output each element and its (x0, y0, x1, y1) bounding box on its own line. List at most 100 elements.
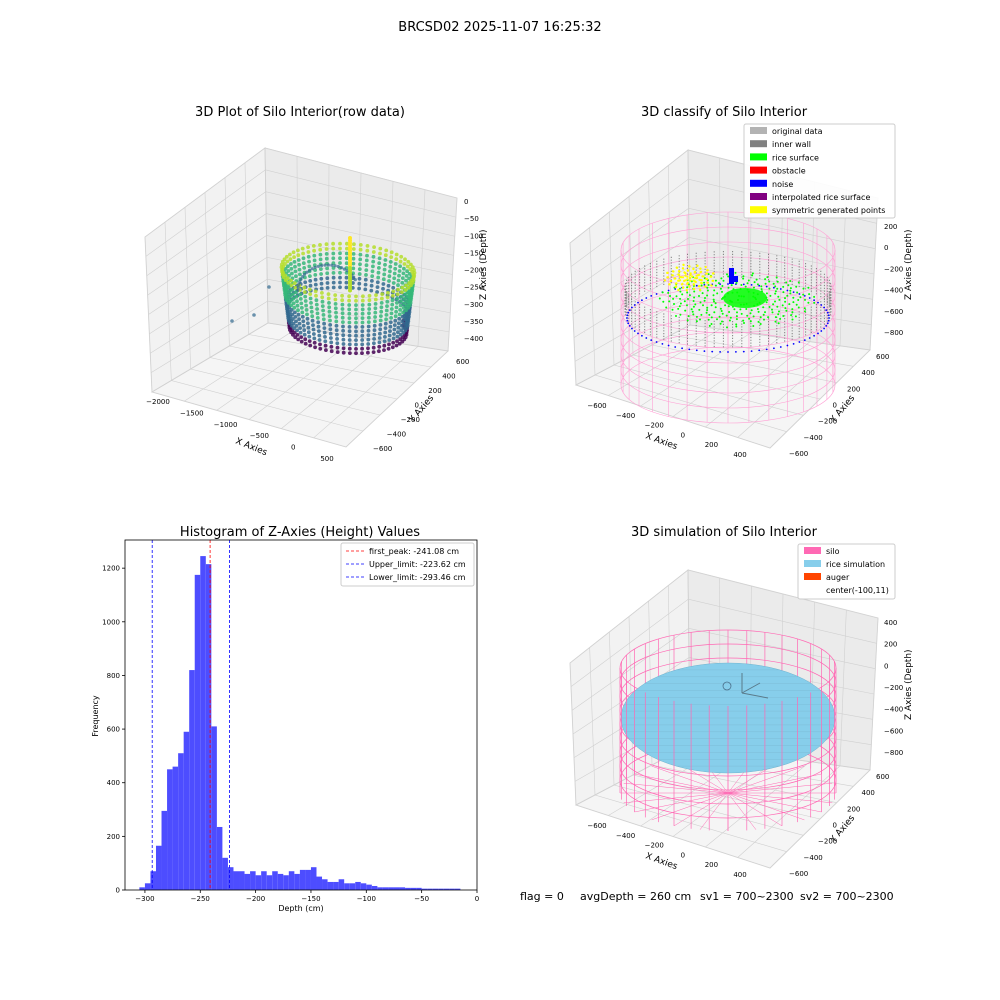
noise-point (627, 322, 630, 325)
rice-surface-point (775, 276, 778, 279)
rice-surface-point (728, 319, 731, 322)
raw-data-x-ticks: −2000 −1500 −1000 −500 0 500 (146, 398, 334, 463)
data-point (286, 264, 290, 269)
rice-surface-point (776, 287, 779, 290)
data-point (388, 260, 393, 264)
rice-surface-point (722, 279, 725, 282)
data-point (389, 255, 394, 259)
footer-sv2: sv2 = 700~2300 (800, 890, 894, 903)
data-point (345, 241, 349, 246)
histogram-bar (416, 887, 422, 890)
rice-surface-point (684, 309, 687, 312)
noise-point (750, 284, 753, 286)
data-point (363, 287, 368, 292)
tick-label: 400 (862, 369, 875, 377)
data-point (338, 275, 342, 280)
symmetric-point (705, 272, 709, 275)
rice-surface-point (774, 292, 777, 295)
data-point (358, 252, 363, 257)
data-point (298, 297, 303, 301)
tick-label: −600 (587, 822, 606, 830)
rice-surface-point (724, 304, 727, 307)
symmetric-point (706, 269, 709, 272)
data-point (376, 275, 381, 280)
data-point (323, 335, 327, 339)
rice-surface-point (764, 282, 767, 285)
noise-point (711, 350, 714, 353)
noise-point (826, 322, 829, 325)
simulation-x-ticks: −600 −400 −200 0 200 400 (587, 822, 746, 879)
data-point (360, 346, 364, 351)
tick-label: −200 (884, 684, 903, 692)
data-point (371, 350, 376, 354)
rice-surface-point (791, 308, 794, 311)
histogram-bar (299, 869, 306, 890)
data-point (360, 316, 365, 320)
symmetric-point (673, 277, 676, 280)
data-point (344, 275, 349, 280)
symmetric-point (697, 273, 701, 276)
data-point (388, 324, 393, 329)
classify-legend: original data inner wall rice surface obsta… (743, 123, 896, 219)
noise-point (637, 332, 639, 335)
tick-label: −200 (884, 265, 903, 273)
data-point (311, 327, 316, 332)
rice-surface-point (727, 305, 730, 308)
tick-label: −400 (387, 431, 406, 439)
data-point (285, 259, 290, 264)
rice-surface-point (762, 313, 765, 316)
data-point (333, 306, 338, 311)
data-point (378, 246, 383, 251)
data-point (372, 341, 376, 346)
histogram-bar (161, 810, 168, 890)
data-point (358, 243, 363, 247)
data-point (310, 314, 315, 319)
tick-label: −600 (587, 402, 606, 410)
data-point (297, 321, 302, 326)
legend-swatch (804, 573, 821, 580)
histogram-bar (393, 887, 400, 890)
rice-surface-point (714, 306, 717, 309)
silo-spoke (727, 765, 805, 794)
data-point (377, 256, 382, 261)
rice-surface-point (766, 299, 769, 301)
data-point (357, 281, 362, 286)
classify-title: 3D classify of Silo Interior (641, 105, 808, 120)
legend-label: rice simulation (826, 560, 885, 569)
data-point (341, 333, 346, 338)
rice-surface-point (771, 308, 773, 311)
data-point (379, 309, 384, 314)
rice-surface-point (735, 281, 738, 284)
data-point (379, 301, 384, 305)
data-point (295, 333, 300, 337)
noise-point (727, 351, 729, 353)
simulation-x-label: X Axies (644, 851, 679, 872)
data-point (351, 261, 356, 266)
symmetric-point (694, 276, 697, 280)
symmetric-point (689, 272, 692, 275)
histogram-bar (189, 670, 195, 890)
histogram-bar (449, 888, 455, 890)
data-point (331, 241, 335, 246)
simulation-z-label: Z Axies (Depth) (904, 649, 914, 720)
tick-label: −150 (464, 249, 483, 257)
data-point (392, 271, 397, 276)
data-point (334, 310, 338, 315)
data-point (314, 293, 318, 298)
data-point (347, 311, 352, 316)
data-point (334, 323, 339, 328)
tick-label: 200 (884, 223, 897, 231)
data-point (344, 261, 349, 266)
rice-surface-point (719, 287, 722, 290)
tick-label: −400 (884, 706, 903, 714)
tick-label: −400 (464, 335, 483, 343)
data-point (341, 337, 346, 342)
data-point (350, 286, 355, 290)
data-point (320, 264, 324, 268)
histogram-bar (399, 887, 406, 890)
symmetric-point (669, 280, 672, 283)
data-point (382, 348, 386, 352)
rice-surface-point (679, 290, 682, 293)
rice-surface-point (695, 320, 698, 323)
data-point (344, 285, 349, 290)
